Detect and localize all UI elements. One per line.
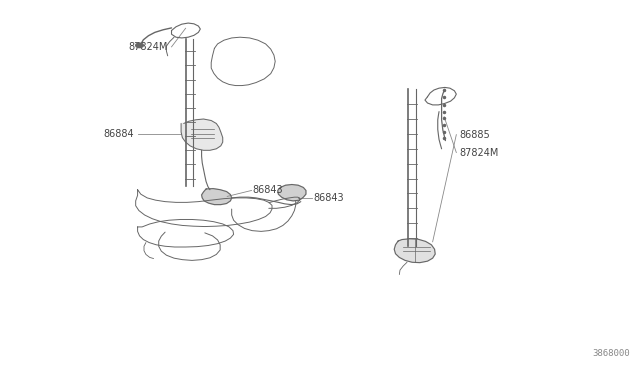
Text: 86843: 86843 (253, 185, 284, 195)
Polygon shape (202, 189, 232, 205)
Polygon shape (278, 185, 306, 201)
Polygon shape (394, 239, 435, 263)
Text: 3868000: 3868000 (593, 349, 630, 358)
Text: 87824M: 87824M (128, 42, 168, 52)
Text: 86843: 86843 (314, 193, 344, 203)
Polygon shape (181, 119, 223, 150)
Circle shape (136, 43, 143, 48)
Text: 86885: 86885 (460, 130, 490, 140)
Text: 86884: 86884 (104, 129, 134, 139)
Text: 87824M: 87824M (460, 148, 499, 157)
